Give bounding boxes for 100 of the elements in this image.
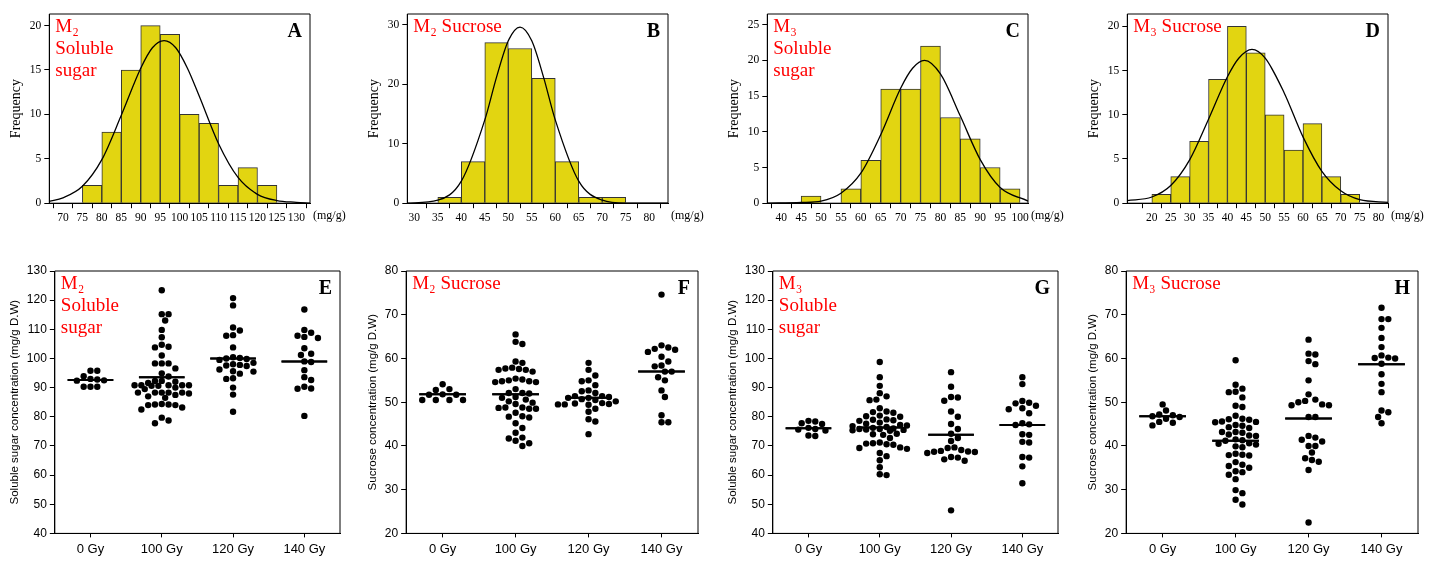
y-axis-title: Frequency [366, 79, 382, 139]
x-tick-label: 140 Gy [283, 540, 326, 556]
x-tick-label: 60 [549, 211, 562, 224]
x-tick-label: 100 [171, 211, 189, 224]
annotation: C [1005, 19, 1020, 42]
annotation: H [1394, 276, 1411, 299]
x-tick-label: 75 [914, 211, 927, 224]
x-tick-label: 100 Gy [494, 540, 538, 556]
x-tick-label: 60 [1297, 211, 1309, 224]
x-axis-title: (mg/g) [313, 208, 346, 223]
y-tick-label: 40 [384, 438, 399, 453]
x-tick-label: 140 Gy [640, 540, 683, 556]
x-tick-label: 100 Gy [140, 540, 184, 556]
x-tick-label: 50 [502, 211, 515, 224]
annotation: F [677, 276, 690, 299]
y-tick-label: 10 [387, 136, 400, 149]
x-tick-label: 55 [835, 211, 847, 224]
annotation: B [646, 19, 660, 42]
y-tick-label: 60 [751, 467, 766, 482]
y-tick-label: 20 [747, 53, 760, 66]
x-tick-label: 120 [248, 211, 267, 224]
y-tick-label: 100 [26, 350, 48, 365]
y-tick-label: 90 [33, 379, 48, 394]
x-tick-label: 80 [934, 211, 947, 224]
x-tick-label: 70 [596, 211, 609, 224]
y-tick-label: 110 [27, 321, 48, 336]
y-axis-title: Sucrose concentration (mg/g D.W) [366, 313, 379, 491]
x-tick-label: 120 Gy [567, 540, 611, 556]
text: M₃ Soluble sugar [778, 272, 837, 338]
y-tick-label: 50 [33, 496, 48, 511]
x-tick-label: 95 [154, 211, 167, 224]
x-tick-label: 100 [1011, 211, 1029, 224]
annotation: A [287, 19, 303, 42]
y-tick-label: 5 [1113, 152, 1120, 165]
x-tick-label: 140 Gy [1360, 540, 1403, 556]
y-tick-label: 70 [33, 438, 48, 453]
y-axis-title: Soluble sugar concentration (mg/g D.W) [726, 299, 739, 505]
x-tick-label: 35 [1202, 211, 1215, 224]
y-tick-label: 70 [384, 307, 399, 322]
text: M₂ Soluble sugar [60, 272, 119, 338]
annotation: D [1365, 19, 1380, 42]
x-tick-label: 40 [455, 211, 468, 224]
x-tick-label: 0 Gy [76, 540, 105, 556]
chart-title: M₃ Sucrose [1133, 15, 1222, 37]
y-tick-label: 15 [747, 89, 760, 102]
y-axis-title: Frequency [726, 79, 742, 139]
y-tick-label: 40 [1104, 438, 1119, 453]
x-tick-label: 55 [1278, 211, 1291, 224]
y-tick-label: 30 [387, 17, 400, 30]
y-tick-label: 10 [1107, 107, 1120, 120]
x-tick-label: 40 [775, 211, 788, 224]
x-tick-label: 105 [190, 211, 208, 224]
y-tick-label: 20 [387, 77, 400, 90]
y-axis-title: Frequency [8, 79, 24, 139]
x-tick-label: 70 [1335, 211, 1347, 224]
x-tick-label: 60 [855, 211, 867, 224]
x-tick-label: 75 [1353, 211, 1366, 224]
y-tick-label: 80 [1104, 263, 1119, 278]
x-tick-label: 70 [57, 211, 69, 224]
y-tick-label: 50 [751, 496, 766, 511]
y-tick-label: 0 [35, 196, 42, 209]
y-tick-label: 70 [1104, 307, 1119, 322]
x-tick-label: 55 [526, 211, 538, 224]
x-tick-label: 0 Gy [1148, 540, 1177, 556]
x-tick-label: 65 [1316, 211, 1328, 224]
x-tick-label: 45 [795, 211, 808, 224]
x-tick-label: 80 [1372, 211, 1385, 224]
x-tick-label: 85 [115, 211, 128, 224]
y-axis-title: Frequency [1086, 79, 1102, 139]
x-tick-label: 115 [229, 211, 247, 224]
x-tick-label: 110 [210, 211, 228, 224]
y-axis-title: Soluble sugar concentration (mg/g D.W) [8, 299, 21, 505]
y-tick-label: 20 [29, 18, 42, 31]
x-axis-title: (mg/g) [1031, 208, 1064, 223]
y-tick-label: 20 [1104, 525, 1119, 540]
x-tick-label: 65 [573, 211, 585, 224]
y-tick-label: 80 [751, 409, 766, 424]
x-tick-label: 50 [815, 211, 828, 224]
x-axis-title: (mg/g) [1391, 208, 1424, 223]
x-tick-label: 25 [1165, 211, 1177, 224]
x-tick-label: 90 [974, 211, 987, 224]
y-tick-label: 120 [26, 292, 48, 307]
x-tick-label: 140 Gy [1001, 540, 1044, 556]
x-tick-label: 0 Gy [794, 540, 823, 556]
y-tick-label: 25 [747, 17, 760, 30]
text: M₃ Soluble sugar [773, 15, 832, 81]
y-tick-label: 15 [29, 62, 42, 75]
y-tick-label: 5 [753, 160, 760, 173]
x-tick-label: 45 [1240, 211, 1253, 224]
x-tick-label: 65 [874, 211, 887, 224]
x-tick-label: 30 [408, 211, 421, 224]
y-tick-label: 50 [1104, 394, 1119, 409]
y-tick-label: 15 [1107, 63, 1120, 76]
y-axis-title: Sucrose concentration (mg/g D.W) [1086, 313, 1099, 491]
x-tick-label: 130 [287, 211, 306, 224]
y-tick-label: 80 [384, 263, 399, 278]
chart-title: M₃ Sucrose [1132, 272, 1221, 294]
x-tick-label: 0 Gy [428, 540, 457, 556]
chart-title: M₂ Sucrose [413, 15, 502, 37]
x-tick-label: 70 [894, 211, 907, 224]
